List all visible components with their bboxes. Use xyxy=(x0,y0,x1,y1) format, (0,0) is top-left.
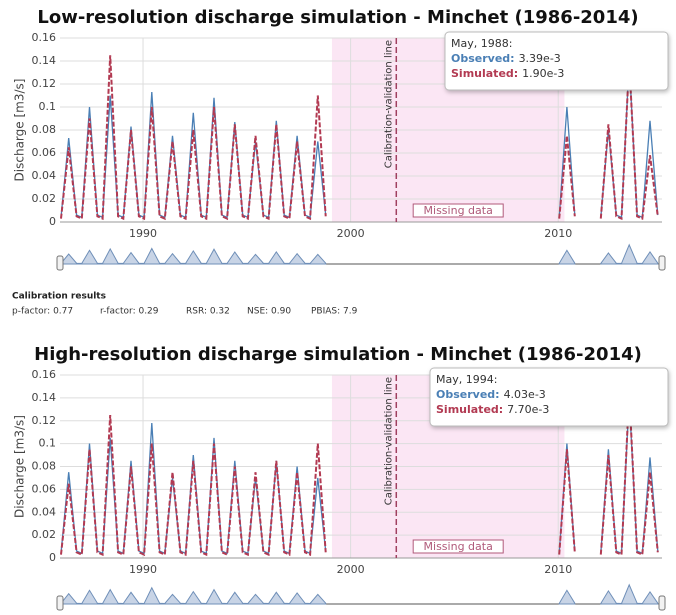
tooltip-name: Simulated: xyxy=(436,403,503,416)
y-tick-label: 0 xyxy=(49,215,56,228)
y-tick-label: 0.02 xyxy=(32,192,57,205)
tooltip-item: Simulated: 1.90e-3 xyxy=(451,67,564,80)
tooltip-title: May, 1994: xyxy=(436,373,497,386)
tooltip-name: Observed: xyxy=(451,52,515,65)
y-tick-label: 0.04 xyxy=(32,169,57,182)
missing-data-box xyxy=(412,539,504,554)
tooltip-box xyxy=(429,367,669,427)
y-tick-label: 0.1 xyxy=(39,100,57,113)
y-tick-label: 0.06 xyxy=(32,482,57,495)
y-tick-label: 0.08 xyxy=(32,123,57,136)
tooltip-value: 3.39e-3 xyxy=(519,52,561,65)
x-tick-label: 1990 xyxy=(129,227,157,240)
y-tick-label: 0.14 xyxy=(32,391,57,404)
calibration-metric: RSR: 0.32 xyxy=(186,307,230,317)
calibration-metric: NSE: 0.90 xyxy=(247,307,291,317)
x-tick-label: 2010 xyxy=(544,563,572,576)
tooltip-item: Observed: 3.39e-3 xyxy=(451,52,561,65)
tooltip-value: 7.70e-3 xyxy=(507,403,549,416)
y-tick-label: 0.14 xyxy=(32,54,57,67)
navigator-handle xyxy=(658,255,666,271)
calibration-metric: r-factor: 0.29 xyxy=(100,307,159,317)
tooltip-value: 4.03e-3 xyxy=(504,388,546,401)
y-tick-label: 0.12 xyxy=(32,77,57,90)
missing-data-label: Missing data xyxy=(424,204,493,217)
missing-data-label: Missing data xyxy=(424,540,493,553)
tooltip-name: Observed: xyxy=(436,388,500,401)
calibration-metric: PBIAS: 7.9 xyxy=(311,307,358,317)
tooltip-item: Observed: 4.03e-3 xyxy=(436,388,546,401)
calibration-title: Calibration results xyxy=(12,292,106,302)
tooltip-name: Simulated: xyxy=(451,67,518,80)
x-tick-label: 2010 xyxy=(544,227,572,240)
calibration-metric: p-factor: 0.77 xyxy=(12,307,73,317)
navigator-series xyxy=(60,583,659,605)
navigator-handle xyxy=(658,595,666,611)
calibration-line-label: Calibration-validation line xyxy=(383,40,394,168)
y-axis-title: Discharge [m3/s] xyxy=(13,79,27,182)
y-tick-label: 0.08 xyxy=(32,460,57,473)
tooltip-title: May, 1988: xyxy=(451,37,512,50)
calibration-line-label: Calibration-validation line xyxy=(383,377,394,505)
x-tick-label: 2000 xyxy=(337,563,365,576)
y-tick-label: 0.16 xyxy=(32,31,57,44)
tooltip-box xyxy=(444,31,669,91)
y-tick-label: 0.02 xyxy=(32,528,57,541)
y-tick-label: 0 xyxy=(49,551,56,564)
tooltip-value: 1.90e-3 xyxy=(522,67,564,80)
tooltip-item: Simulated: 7.70e-3 xyxy=(436,403,549,416)
navigator-series xyxy=(60,243,659,265)
x-tick-label: 2000 xyxy=(337,227,365,240)
navigator-handle xyxy=(56,595,64,611)
y-tick-label: 0.06 xyxy=(32,146,57,159)
y-tick-label: 0.1 xyxy=(39,437,57,450)
x-tick-label: 1990 xyxy=(129,563,157,576)
navigator-handle xyxy=(56,255,64,271)
y-tick-label: 0.04 xyxy=(32,505,57,518)
y-tick-label: 0.12 xyxy=(32,414,57,427)
chart-title: Low-resolution discharge simulation - Mi… xyxy=(37,7,638,28)
y-axis-title: Discharge [m3/s] xyxy=(13,415,27,518)
y-tick-label: 0.16 xyxy=(32,368,57,381)
chart-title: High-resolution discharge simulation - M… xyxy=(34,344,642,365)
missing-data-box xyxy=(412,203,504,218)
